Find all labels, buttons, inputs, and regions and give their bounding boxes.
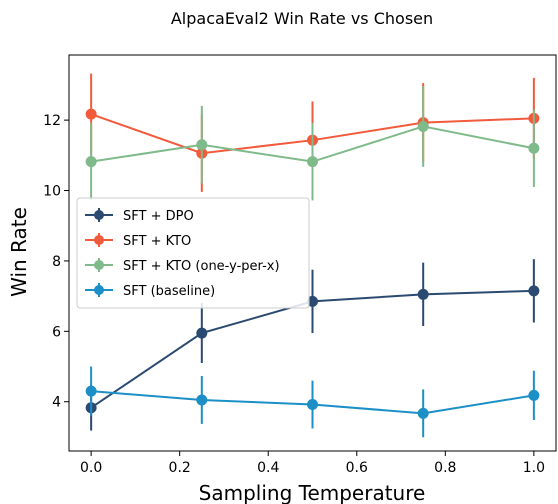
y-tick-label: 6	[52, 324, 61, 340]
legend-label: SFT + KTO (one-y-per-x)	[123, 259, 280, 274]
x-tick-label: 0.6	[346, 460, 368, 476]
x-axis-label: Sampling Temperature	[199, 481, 426, 504]
x-tick-label: 0.2	[169, 460, 191, 476]
data-point	[307, 156, 318, 168]
legend-label: SFT (baseline)	[123, 284, 215, 299]
data-point	[307, 399, 318, 411]
legend: SFT + DPO SFT + KTO SFT + KTO (one-y-per-x…	[76, 197, 310, 309]
data-point	[417, 288, 429, 300]
legend-label: SFT + KTO	[123, 234, 191, 249]
data-point	[417, 407, 429, 419]
y-axis-label: Win Rate	[7, 207, 31, 297]
data-point	[85, 108, 97, 120]
x-axis-ticks: 0.0 0.2 0.4 0.6 0.8 1.0	[80, 451, 545, 476]
data-point	[196, 394, 208, 406]
legend-marker	[94, 210, 104, 220]
plot-frame	[68, 54, 557, 452]
x-tick-label: 0.0	[80, 460, 102, 476]
series	[85, 366, 540, 438]
series	[85, 259, 540, 431]
x-tick-label: 1.0	[523, 460, 545, 476]
x-tick-label: 0.4	[257, 460, 279, 476]
data-point	[528, 389, 540, 401]
data-point	[196, 327, 208, 339]
legend-marker	[94, 285, 104, 295]
y-axis-ticks: 4 6 8 10 12	[43, 113, 69, 411]
x-tick-label: 0.8	[434, 460, 456, 476]
data-point	[307, 295, 318, 307]
chart-title: AlpacaEval2 Win Rate vs Chosen	[171, 9, 433, 28]
plot-area	[85, 73, 540, 438]
data-point	[528, 285, 540, 297]
legend-marker	[94, 260, 104, 270]
y-tick-label: 12	[43, 113, 61, 129]
legend-marker	[94, 235, 104, 245]
data-point	[417, 120, 429, 132]
y-tick-label: 4	[52, 395, 61, 411]
y-tick-label: 8	[52, 254, 61, 270]
data-point	[85, 156, 97, 168]
data-point	[528, 142, 540, 154]
y-tick-label: 10	[43, 184, 61, 200]
legend-box	[76, 197, 310, 309]
data-point	[85, 385, 97, 397]
series	[85, 85, 540, 201]
data-point	[196, 139, 208, 151]
legend-label: SFT + DPO	[123, 209, 194, 224]
